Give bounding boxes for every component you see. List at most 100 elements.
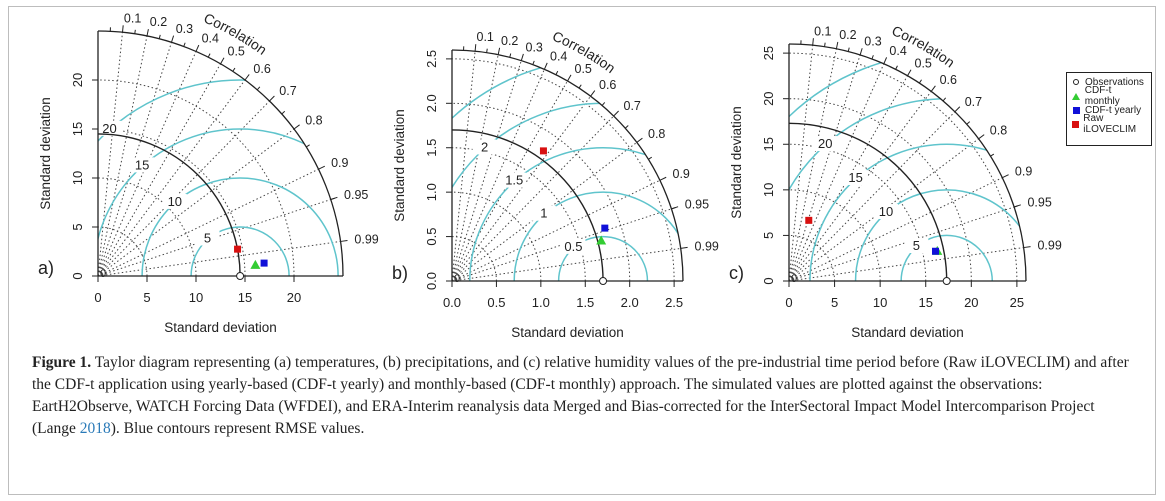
correlation-tick-label: 0.6	[599, 78, 616, 92]
correlation-gridline	[788, 247, 1024, 282]
observation-point	[236, 272, 245, 280]
rmse-label-bg	[472, 139, 497, 155]
y-tick-label: 2.0	[424, 94, 439, 112]
correlation-tick-label: 0.95	[685, 197, 709, 211]
origin-marker: 0	[100, 268, 106, 280]
legend-item-raw-iloveclim: Raw iLOVECLIM	[1070, 113, 1148, 135]
y-axis-title: Standard deviation	[38, 97, 53, 210]
correlation-tick	[293, 124, 300, 130]
correlation-tick	[146, 28, 149, 37]
correlation-gridline	[788, 48, 837, 282]
correlation-tick	[1023, 246, 1031, 249]
rmse-contour-label: 20	[818, 136, 832, 151]
correlation-gridline	[451, 247, 681, 282]
panel-label: b)	[392, 263, 408, 283]
y-tick-label: 5	[761, 232, 776, 239]
correlation-tick	[497, 47, 501, 55]
x-tick-label: 2.5	[665, 295, 683, 310]
rmse-label-bg	[561, 238, 586, 254]
correlation-tick	[543, 62, 548, 70]
x-tick-label: 1.0	[532, 295, 550, 310]
rmse-label-bg	[195, 230, 220, 246]
sd-gridline	[97, 226, 148, 277]
y-tick-label: 20	[761, 91, 776, 105]
sd-gridline	[788, 189, 881, 282]
x-tick-label: 15	[918, 295, 932, 310]
correlation-tick-label: 0.1	[477, 30, 494, 44]
correlation-gridline	[451, 80, 568, 282]
caption-text: Taylor diagram representing (a) temperat…	[32, 354, 1129, 437]
correlation-minor-tick	[532, 60, 535, 65]
rmse-contour-label: 2	[481, 139, 488, 154]
correlation-tick-label: 0.1	[814, 24, 831, 38]
legend-item-observations: Observations	[1070, 75, 1148, 89]
correlation-tick	[812, 38, 814, 46]
x-tick-label: 0	[785, 295, 792, 310]
correlation-arc	[788, 43, 1027, 282]
correlation-minor-tick	[281, 110, 286, 115]
correlation-tick-label: 0.8	[648, 127, 665, 141]
rmse-contour-label: 5	[913, 238, 920, 253]
correlation-tick	[978, 134, 985, 140]
rmse-contour	[98, 128, 343, 276]
legend-label: CDF-t monthly	[1084, 85, 1120, 107]
observation-arc	[97, 133, 241, 277]
correlation-tick	[659, 176, 667, 181]
correlation-minor-tick	[1013, 205, 1019, 208]
correlation-minor-tick	[330, 197, 335, 200]
correlation-gridline	[788, 206, 1015, 282]
sd-gridline	[788, 234, 836, 282]
correlation-gridline	[788, 63, 885, 282]
correlation-gridline	[451, 208, 672, 282]
x-tick-label: 1.5	[576, 295, 594, 310]
rmse-contour-label: 20	[102, 121, 116, 136]
correlation-tick	[835, 41, 839, 49]
rmse-contour-label: 10	[879, 204, 893, 219]
rmse-label-bg	[843, 170, 868, 186]
taylor-diagrams: 0.1 0.2 0.3 0.4 0.5 0.6 0.7 0.8 0.9 0.95 0.99 5 10 15…	[38, 10, 1062, 340]
x-axis-title: Standard deviation	[511, 325, 624, 340]
legend-item-cdft-yearly: CDF-t yearly	[1070, 103, 1148, 117]
taylor-diagram-a: 0.1 0.2 0.3 0.4 0.5 0.6 0.7 0.8 0.9 0.95 0.99 5 10 15…	[38, 10, 379, 335]
correlation-gridline	[788, 177, 1003, 282]
rmse-contour	[469, 146, 683, 281]
legend-label: Raw iLOVECLIM	[1083, 113, 1137, 135]
rmse-contour-label: 0.5	[564, 239, 582, 254]
correlation-minor-tick	[183, 42, 186, 47]
correlation-tick-label: 0.9	[331, 156, 348, 170]
caption-label: Figure 1.	[32, 354, 92, 371]
rmse-contour-label: 10	[168, 194, 182, 209]
correlation-tick-label: 0.95	[1027, 196, 1051, 210]
correlation-tick	[883, 57, 888, 64]
correlation-tick-label: 0.9	[673, 167, 690, 181]
observation-circle-icon	[1070, 79, 1082, 85]
x-tick-label: 0	[94, 290, 101, 305]
y-tick-label: 1.5	[424, 139, 439, 157]
figure-caption: Figure 1. Taylor diagram representing (a…	[32, 352, 1132, 440]
correlation-gridline	[788, 54, 861, 282]
correlation-tick-label: 0.8	[305, 114, 322, 128]
rmse-label-bg	[813, 136, 838, 152]
correlation-tick	[613, 110, 619, 117]
y-tick-label: 10	[70, 171, 85, 185]
raw-iloveclim-point	[539, 147, 547, 155]
blue-square-icon	[1070, 106, 1082, 114]
correlation-tick	[269, 95, 275, 102]
y-axis-title: Standard deviation	[729, 106, 744, 219]
correlation-minor-tick	[871, 55, 874, 60]
red-square-icon	[1070, 120, 1080, 128]
correlation-tick	[590, 90, 596, 97]
correlation-tick-label: 0.9	[1015, 165, 1032, 179]
y-tick-label: 20	[70, 73, 85, 87]
rmse-contour	[98, 79, 343, 276]
rmse-contour-label: 1.5	[505, 173, 523, 188]
correlation-tick-label: 0.3	[864, 35, 881, 49]
y-tick-label: 1.0	[424, 183, 439, 201]
correlation-tick-label: 0.5	[915, 57, 932, 71]
y-axis-title: Standard deviation	[392, 109, 407, 222]
cdft-monthly-point	[596, 235, 607, 245]
caption-reference-link[interactable]: 2018	[79, 420, 111, 437]
legend-item-cdft-monthly: CDF-t monthly	[1070, 85, 1148, 107]
correlation-tick	[954, 106, 961, 113]
rmse-contour-label: 15	[848, 170, 862, 185]
